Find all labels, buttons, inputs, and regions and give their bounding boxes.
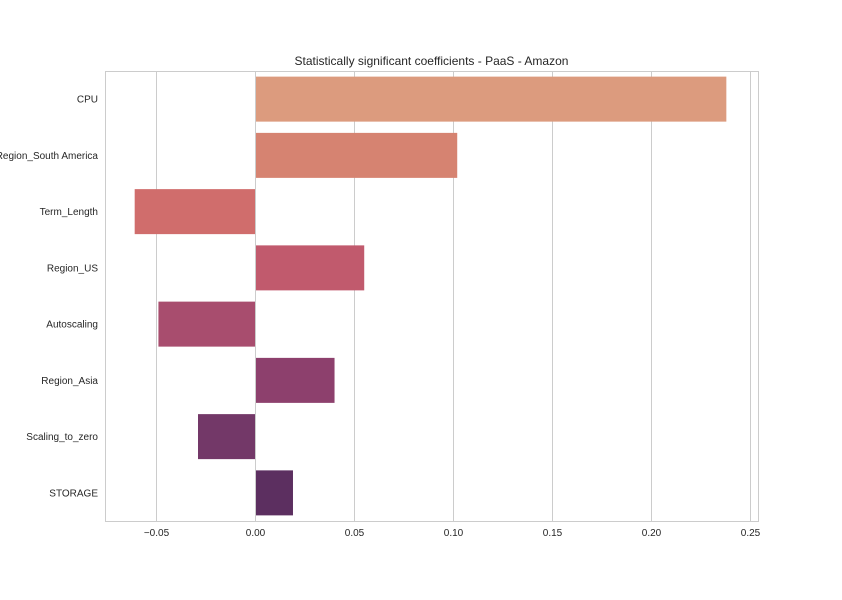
y-tick-label: CPU [77, 95, 98, 106]
y-tick-label: Autoscaling [46, 320, 98, 331]
y-tick-label: Scaling_to_zero [26, 432, 98, 443]
x-tick-label: 0.10 [444, 528, 464, 539]
y-tick-label: Region_South America [0, 151, 98, 162]
bars [134, 71, 727, 521]
x-tick-label: 0.00 [246, 528, 266, 539]
bar-term-length [134, 189, 256, 235]
bar-region-us [255, 245, 365, 291]
y-tick-label: Region_US [47, 263, 98, 274]
x-tick-label: −0.05 [144, 528, 170, 539]
bar-region-asia [255, 357, 335, 403]
bar-autoscaling [158, 301, 256, 347]
x-tick-label: 0.05 [345, 528, 365, 539]
bar-scaling-to-zero [198, 414, 256, 460]
bar-cpu [255, 76, 727, 122]
bar-storage [255, 470, 293, 516]
plot-frame [105, 71, 759, 522]
y-tick-label: Term_Length [40, 207, 98, 218]
bar-region-south-america [255, 132, 458, 178]
x-tick-labels: −0.05 0.00 0.05 0.10 0.15 0.20 0.25 [144, 528, 761, 539]
x-tick-label: 0.20 [642, 528, 662, 539]
x-tick-label: 0.15 [543, 528, 563, 539]
chart-title: Statistically significant coefficients -… [295, 54, 569, 68]
x-tick-label: 0.25 [741, 528, 761, 539]
y-tick-label: Region_Asia [41, 376, 98, 387]
y-tick-label: STORAGE [49, 488, 98, 499]
y-tick-labels: CPU Region_South America Term_Length Region… [0, 95, 98, 500]
